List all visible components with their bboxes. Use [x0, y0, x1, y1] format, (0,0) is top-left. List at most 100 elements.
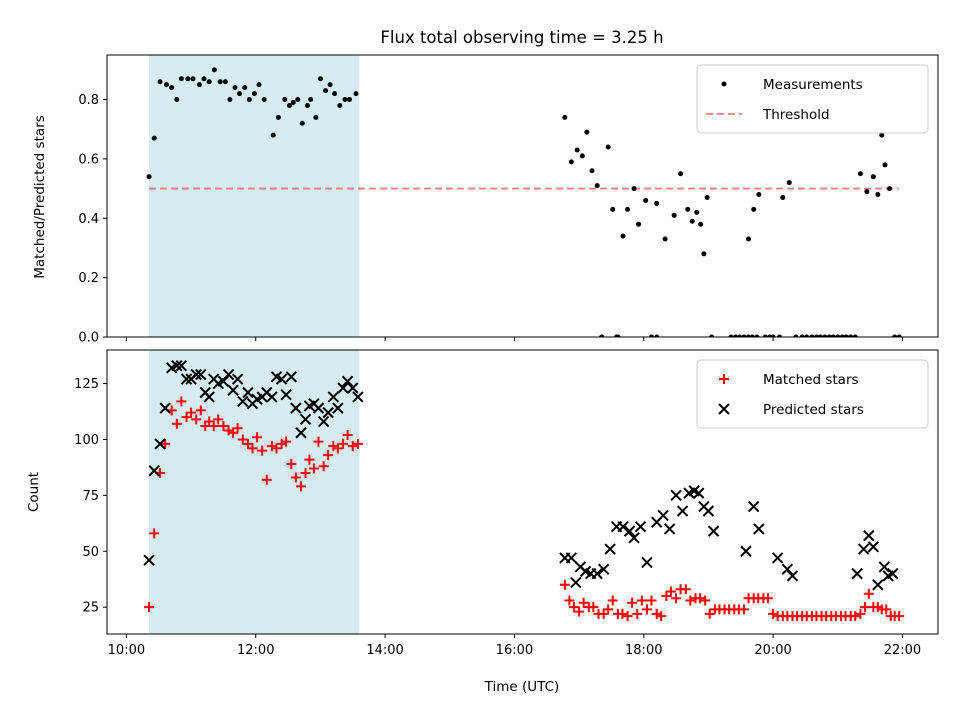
ratio-series0-point — [261, 97, 267, 103]
count-x-tick-label: 18:00 — [625, 643, 662, 658]
ratio-series0-point — [839, 334, 845, 337]
ratio-series0-point — [625, 206, 631, 212]
count-series1-point — [227, 384, 239, 396]
count-series0-point — [762, 593, 773, 604]
ratio-series0-point — [694, 209, 700, 215]
count-series1-point — [159, 402, 171, 414]
count-series1-point — [597, 563, 610, 575]
ratio-series0-point — [169, 85, 175, 91]
ratio-series0-point — [594, 183, 600, 189]
count-series0-point — [232, 423, 243, 434]
count-y-tick-label: 100 — [74, 433, 99, 448]
count-series1-point — [290, 402, 302, 414]
count-legend-label: Matched stars — [763, 372, 859, 388]
count-series0-point — [347, 441, 358, 452]
count-series0-point — [242, 438, 253, 449]
count-series0-point — [176, 396, 187, 407]
count-series1-point — [317, 415, 330, 428]
ratio-y-tick-label: 0.6 — [78, 152, 99, 167]
ratio-series0-point — [741, 334, 747, 337]
count-series0-point — [700, 595, 711, 606]
count-series0-point — [313, 436, 324, 447]
ratio-series0-point — [313, 114, 319, 120]
count-series1-point — [266, 391, 278, 403]
count-series0-point — [296, 481, 307, 492]
ratio-series0-point — [843, 334, 849, 337]
ratio-series0-point — [770, 334, 776, 337]
count-series0-point — [181, 412, 192, 423]
count-series0-point — [578, 597, 589, 608]
count-series0-point — [308, 463, 319, 474]
count-series1-point — [863, 529, 875, 542]
count-x-tick-label: 20:00 — [754, 643, 791, 658]
count-series0-point — [286, 459, 297, 470]
ratio-series0-point — [290, 99, 296, 105]
ratio-series0-point — [605, 144, 611, 150]
ratio-series0-point — [196, 82, 202, 88]
ratio-series0-point — [762, 334, 768, 337]
ratio-series0-point — [746, 334, 752, 337]
count-series1-point — [242, 386, 254, 399]
ratio-series0-point — [704, 194, 710, 200]
count-series0-point — [338, 438, 349, 449]
ratio-series0-point — [780, 194, 786, 200]
count-series1-point — [781, 563, 794, 575]
count-series1-point — [171, 359, 183, 372]
count-series0-point — [894, 611, 905, 622]
ratio-series0-point — [799, 334, 805, 337]
ratio-series0-point — [599, 334, 605, 337]
count-series1-point — [352, 391, 364, 403]
ratio-series0-point — [317, 76, 323, 82]
ratio-panel: 0.0 0.2 0.4 0.6 0.8 — [78, 54, 939, 346]
ratio-series0-point — [709, 334, 715, 337]
ratio-series0-point — [615, 334, 621, 337]
count-series1-point — [857, 543, 870, 555]
ratio-series0-point — [875, 192, 881, 198]
count-x-tick-label: 12:00 — [237, 643, 274, 658]
count-series1-point — [604, 543, 616, 555]
ratio-series0-point — [698, 221, 704, 227]
ratio-series0-point — [826, 334, 832, 337]
ratio-series0-point — [227, 97, 233, 103]
ratio-legend-marker — [721, 81, 727, 87]
count-points — [143, 359, 905, 622]
ratio-series0-point — [864, 189, 870, 195]
count-x-tick-label: 16:00 — [496, 643, 533, 658]
ratio-series0-point — [754, 334, 760, 337]
count-series1-point — [175, 359, 188, 372]
count-series0-point — [160, 438, 171, 449]
count-series0-point — [768, 608, 779, 619]
ratio-series0-point — [835, 334, 841, 337]
ratio-series0-point — [746, 236, 752, 242]
count-series1-point — [341, 375, 354, 388]
count-legend-label: Predicted stars — [763, 402, 864, 418]
x-axis-label: Time (UTC) — [484, 679, 560, 695]
ratio-series0-point — [323, 88, 329, 94]
count-series0-point — [228, 427, 239, 438]
count-series1-point — [565, 552, 578, 564]
count-series0-point — [261, 474, 272, 485]
ratio-series0-point — [579, 153, 585, 159]
count-series0-point — [656, 611, 667, 622]
count-axes-frame — [106, 349, 939, 635]
ratio-series0-point — [654, 200, 660, 206]
ratio-series0-point — [817, 334, 823, 337]
count-series0-point — [332, 443, 343, 454]
ratio-series0-point — [337, 102, 343, 108]
count-series0-point — [607, 595, 618, 606]
ratio-y-tick-label: 0.2 — [78, 271, 99, 286]
count-series0-point — [574, 606, 585, 617]
ratio-series0-point — [157, 79, 163, 85]
ratio-series0-point — [649, 334, 655, 337]
ratio-series0-point — [190, 76, 196, 82]
ratio-series0-point — [879, 132, 885, 138]
count-series1-point — [332, 402, 344, 414]
count-y-tick-label: 125 — [74, 377, 99, 392]
ratio-series0-point — [246, 97, 252, 103]
count-series0-point — [704, 608, 715, 619]
count-series0-point — [598, 608, 609, 619]
ratio-y-tick-label: 0.4 — [78, 212, 99, 227]
count-series0-point — [738, 604, 749, 615]
count-series1-point — [337, 382, 349, 394]
count-series1-point — [872, 579, 884, 591]
